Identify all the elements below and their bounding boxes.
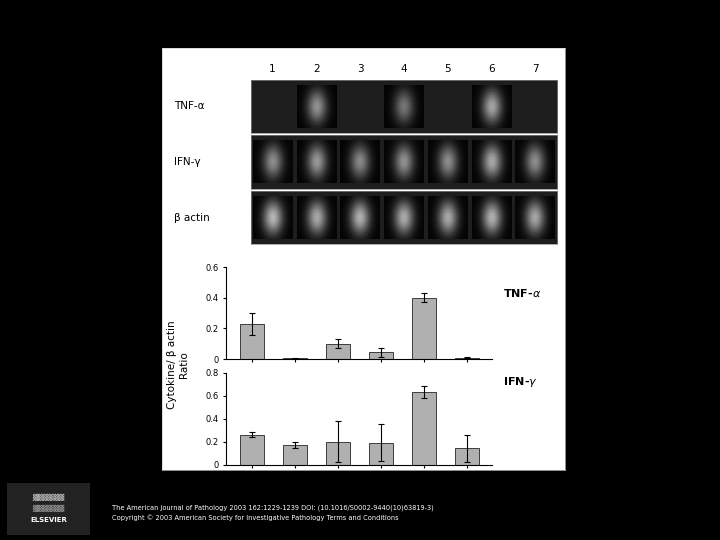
Bar (284, 445, 307, 464)
Text: β actin: β actin (174, 213, 210, 222)
Bar (326, 442, 350, 464)
Bar (455, 449, 479, 464)
Text: 4: 4 (400, 64, 407, 74)
Text: 6: 6 (488, 64, 495, 74)
Text: 7: 7 (532, 64, 539, 74)
Text: ELSEVIER: ELSEVIER (30, 517, 67, 523)
Text: TNF-α: TNF-α (174, 102, 204, 111)
Bar (455, 357, 479, 359)
Text: ▓▓▓▓▓▓: ▓▓▓▓▓▓ (32, 494, 65, 501)
Bar (240, 324, 264, 359)
Bar (412, 392, 436, 464)
Text: ▓▓▓▓▓▓: ▓▓▓▓▓▓ (32, 504, 65, 511)
Bar (369, 352, 392, 359)
Text: 1: 1 (269, 64, 276, 74)
Text: IFN-$\gamma$: IFN-$\gamma$ (503, 375, 538, 389)
Text: IFN-γ: IFN-γ (174, 157, 201, 167)
Bar (240, 435, 264, 464)
Text: Copyright © 2003 American Society for Investigative Pathology Terms and Conditio: Copyright © 2003 American Society for In… (112, 514, 398, 521)
Bar (369, 443, 392, 464)
Text: The American Journal of Pathology 2003 162:1229-1239 DOI: (10.1016/S0002-9440(10: The American Journal of Pathology 2003 1… (112, 504, 433, 511)
Text: TNF-$\alpha$: TNF-$\alpha$ (503, 287, 541, 299)
Text: 3: 3 (356, 64, 364, 74)
Text: 2: 2 (313, 64, 320, 74)
Bar (326, 344, 350, 359)
Text: 5: 5 (444, 64, 451, 74)
Text: Cytokine/ β actin
Ratio: Cytokine/ β actin Ratio (167, 320, 189, 409)
Text: Figure 9: Figure 9 (335, 19, 385, 32)
Bar (412, 298, 436, 359)
